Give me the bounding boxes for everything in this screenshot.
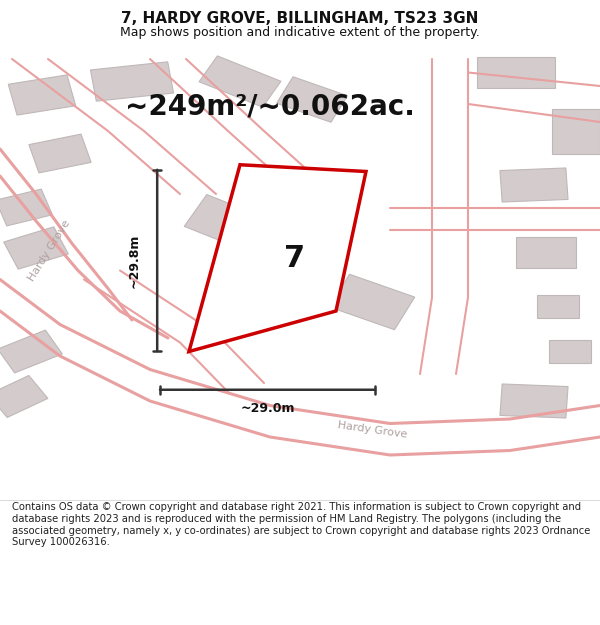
Text: Hardy Grove: Hardy Grove — [26, 218, 72, 282]
Text: Hardy Grove: Hardy Grove — [337, 421, 407, 440]
Polygon shape — [500, 168, 568, 202]
Text: Map shows position and indicative extent of the property.: Map shows position and indicative extent… — [120, 26, 480, 39]
Polygon shape — [189, 165, 366, 351]
Polygon shape — [29, 134, 91, 173]
Polygon shape — [549, 340, 591, 362]
Text: 7: 7 — [284, 244, 305, 273]
Polygon shape — [516, 237, 576, 268]
Polygon shape — [8, 75, 76, 115]
Text: Contains OS data © Crown copyright and database right 2021. This information is : Contains OS data © Crown copyright and d… — [12, 503, 590, 548]
Polygon shape — [329, 274, 415, 330]
Polygon shape — [263, 228, 349, 286]
Polygon shape — [4, 227, 68, 269]
Polygon shape — [277, 77, 347, 122]
Polygon shape — [537, 295, 579, 318]
Text: ~249m²/~0.062ac.: ~249m²/~0.062ac. — [125, 92, 415, 120]
Polygon shape — [0, 189, 52, 226]
Polygon shape — [552, 109, 600, 154]
Polygon shape — [0, 330, 62, 373]
Text: 7, HARDY GROVE, BILLINGHAM, TS23 3GN: 7, HARDY GROVE, BILLINGHAM, TS23 3GN — [121, 11, 479, 26]
Polygon shape — [91, 62, 173, 101]
Polygon shape — [500, 384, 568, 418]
Text: ~29.0m: ~29.0m — [241, 402, 295, 415]
Polygon shape — [0, 376, 48, 418]
Polygon shape — [477, 57, 555, 88]
Polygon shape — [184, 194, 260, 248]
Text: ~29.8m: ~29.8m — [128, 233, 141, 288]
Polygon shape — [199, 56, 281, 107]
